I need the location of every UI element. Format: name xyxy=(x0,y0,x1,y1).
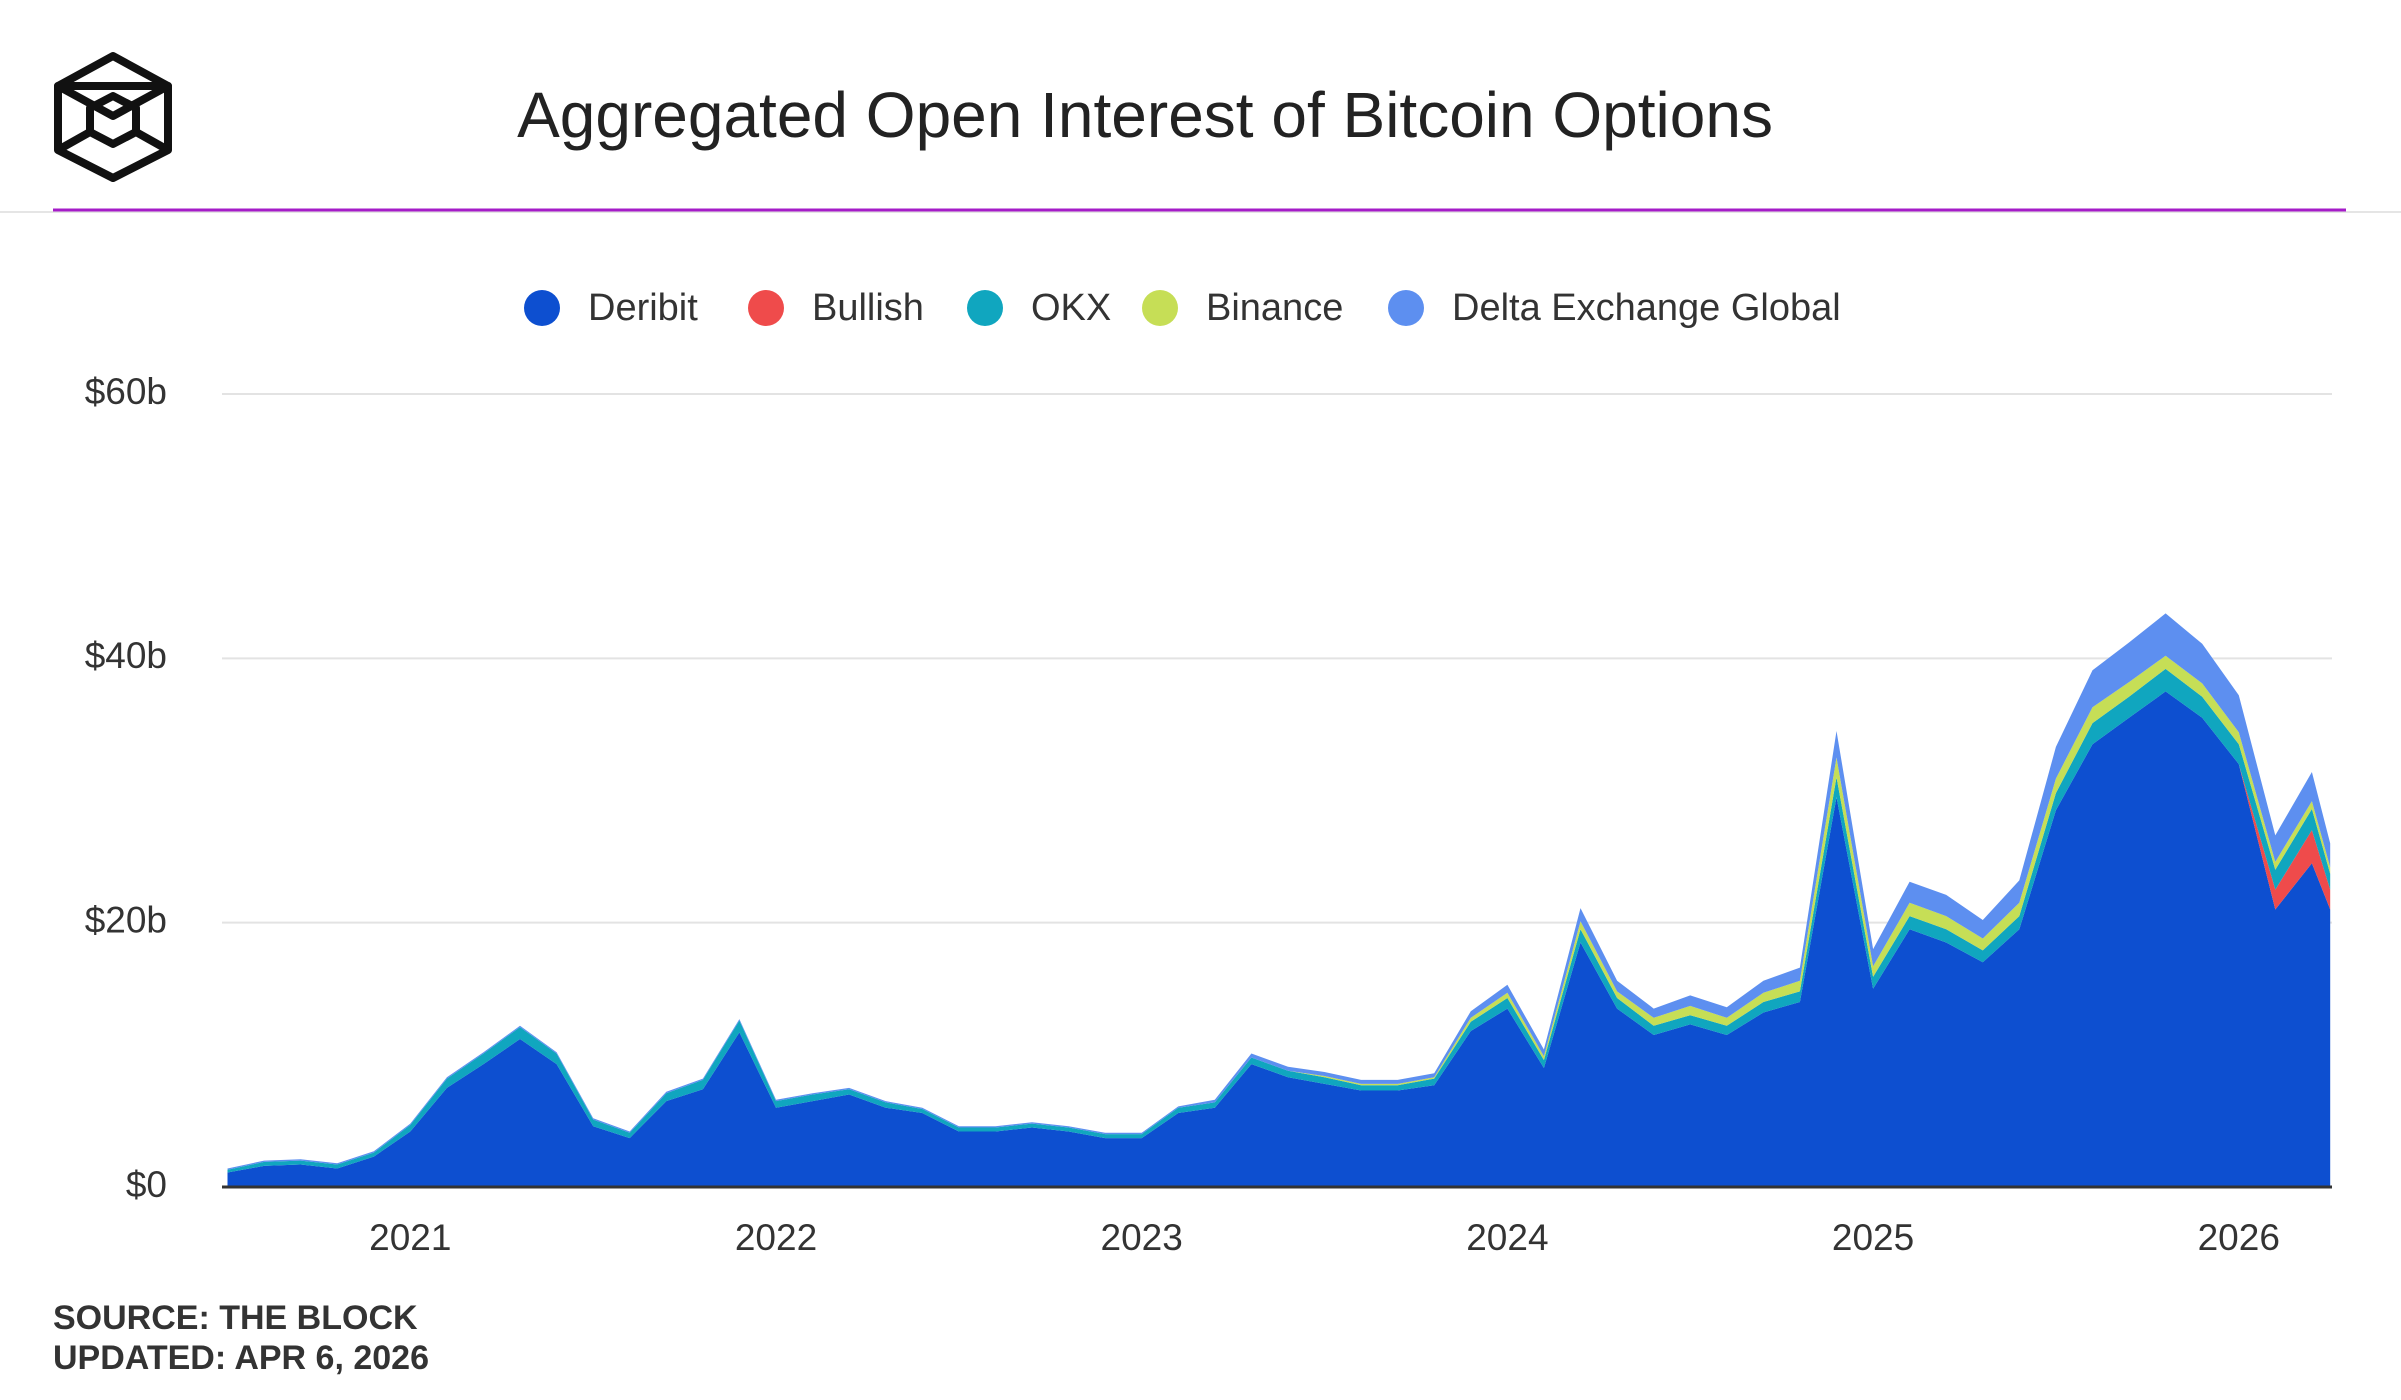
legend-label: Bullish xyxy=(812,287,924,329)
source: SOURCE: THE BLOCK xyxy=(53,1299,418,1337)
legend-label: OKX xyxy=(1031,287,1111,329)
legend-label: Deribit xyxy=(588,287,698,329)
y-tick-label: $60b xyxy=(85,371,167,412)
x-tick-label: 2025 xyxy=(1832,1217,1914,1258)
chart-title: Aggregated Open Interest of Bitcoin Opti… xyxy=(517,79,1773,151)
x-tick-label: 2024 xyxy=(1466,1217,1548,1258)
legend-swatch xyxy=(1142,290,1178,326)
legend-swatch xyxy=(967,290,1003,326)
area xyxy=(227,668,2331,1173)
legend-swatch xyxy=(748,290,784,326)
x-tick-label: 2023 xyxy=(1101,1217,1183,1258)
logo xyxy=(54,52,172,182)
area xyxy=(227,691,2331,1187)
area xyxy=(227,655,2331,1170)
legend-label: Binance xyxy=(1206,287,1343,329)
area xyxy=(227,613,2331,1170)
y-tick-label: $20b xyxy=(85,899,167,940)
x-tick-label: 2026 xyxy=(2198,1217,2280,1258)
legend-swatch xyxy=(1388,290,1424,326)
updated: UPDATED: APR 6, 2026 xyxy=(53,1339,429,1377)
legend-label: Delta Exchange Global xyxy=(1452,287,1841,329)
y-tick-label: $40b xyxy=(85,635,167,676)
x-tick-label: 2021 xyxy=(369,1217,451,1258)
y-tick-label: $0 xyxy=(126,1164,167,1205)
x-tick-label: 2022 xyxy=(735,1217,817,1258)
legend-swatch xyxy=(524,290,560,326)
